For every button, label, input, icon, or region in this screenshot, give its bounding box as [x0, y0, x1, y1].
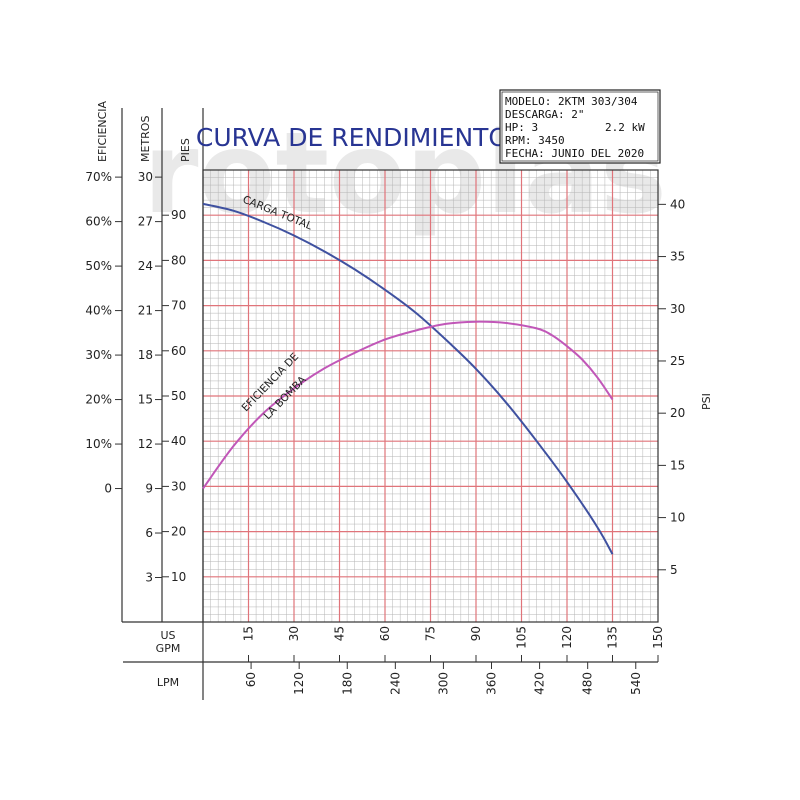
- gpm-axis-title-line1: US: [160, 629, 175, 642]
- metros-tick-label: 3: [145, 571, 153, 585]
- eficiencia-tick-label: 0: [104, 482, 112, 496]
- metros-tick-label: 30: [138, 170, 153, 184]
- gpm-tick-label: 120: [560, 626, 574, 649]
- lpm-tick-label: 540: [629, 672, 643, 695]
- info-box: [499, 89, 661, 164]
- psi-axis-title: PSI: [700, 393, 713, 410]
- eficiencia-ticks: 0 10% 20% 30% 40% 50% 60% 70%: [85, 170, 122, 496]
- metros-tick-label: 18: [138, 348, 153, 362]
- lpm-tick-label: 420: [533, 672, 547, 695]
- metros-ticks: 3 6 9 12 15 18 21 24 27 30: [138, 170, 162, 585]
- metros-tick-label: 12: [138, 437, 153, 451]
- psi-tick-label: 30: [670, 302, 685, 316]
- info-descarga: DESCARGA: 2": [505, 108, 584, 121]
- pies-ticks: 10 20 30 40 50 60 70 80 90: [162, 208, 186, 584]
- lpm-axis-title: LPM: [157, 676, 179, 689]
- metros-tick-label: 15: [138, 393, 153, 407]
- metros-tick-label: 24: [138, 259, 153, 273]
- eficiencia-tick-label: 70%: [85, 170, 112, 184]
- eficiencia-tick-label: 30%: [85, 348, 112, 362]
- gpm-tick-label: 45: [333, 626, 347, 641]
- pies-tick-label: 10: [171, 570, 186, 584]
- eficiencia-tick-label: 60%: [85, 215, 112, 229]
- gpm-tick-label: 60: [378, 626, 392, 641]
- series-line-carga-total: [202, 202, 614, 555]
- lpm-tick-label: 360: [485, 672, 499, 695]
- eficiencia-tick-label: 10%: [85, 437, 112, 451]
- major-grid: [203, 170, 658, 622]
- lpm-ticks: 60 120 180 240 300 360 420 480 540: [244, 662, 643, 695]
- gpm-ticks: 15 30 45 60 75 90 105 120 135 150: [242, 626, 665, 662]
- lpm-tick-label: 480: [581, 672, 595, 695]
- pies-tick-label: 70: [171, 299, 186, 313]
- psi-tick-label: 20: [670, 406, 685, 420]
- info-modelo: MODELO: 2KTM 303/304: [505, 95, 638, 108]
- lpm-tick-label: 240: [388, 672, 402, 695]
- gpm-tick-label: 15: [242, 626, 256, 641]
- lpm-tick-label: 60: [244, 672, 258, 687]
- psi-tick-label: 25: [670, 354, 685, 368]
- metros-tick-label: 6: [145, 526, 153, 540]
- pies-tick-label: 30: [171, 479, 186, 493]
- pies-tick-label: 20: [171, 525, 186, 539]
- pies-tick-label: 60: [171, 344, 186, 358]
- info-fecha: FECHA: JUNIO DEL 2020: [505, 147, 644, 160]
- lpm-tick-label: 300: [436, 672, 450, 695]
- psi-tick-label: 40: [670, 197, 685, 211]
- eficiencia-tick-label: 20%: [85, 393, 112, 407]
- info-hp: HP: 3: [505, 121, 538, 134]
- gpm-axis-title-line2: GPM: [156, 642, 181, 655]
- series-line-eficiencia: [202, 320, 614, 490]
- eficiencia-tick-label: 40%: [85, 304, 112, 318]
- psi-ticks: 5 10 15 20 25 30 35 40: [658, 197, 685, 577]
- pies-tick-label: 90: [171, 208, 186, 222]
- gpm-tick-label: 150: [651, 626, 665, 649]
- gpm-tick-label: 105: [515, 626, 529, 649]
- lpm-tick-label: 180: [340, 672, 354, 695]
- pies-tick-label: 50: [171, 389, 186, 403]
- metros-axis-title: METROS: [139, 116, 152, 162]
- metros-tick-label: 27: [138, 215, 153, 229]
- psi-tick-label: 5: [670, 563, 678, 577]
- pies-tick-label: 40: [171, 434, 186, 448]
- gpm-tick-label: 135: [606, 626, 620, 649]
- gpm-tick-label: 75: [424, 626, 438, 641]
- info-kw: 2.2 kW: [605, 121, 645, 134]
- psi-tick-label: 35: [670, 250, 685, 264]
- lpm-tick-label: 120: [292, 672, 306, 695]
- psi-tick-label: 10: [670, 511, 685, 525]
- metros-tick-label: 9: [145, 482, 153, 496]
- metros-tick-label: 21: [138, 304, 153, 318]
- gpm-tick-label: 30: [287, 626, 301, 641]
- chart-title: CURVA DE RENDIMIENTO: [196, 123, 508, 152]
- pies-tick-label: 80: [171, 253, 186, 267]
- psi-tick-label: 15: [670, 458, 685, 472]
- info-box-inner: [501, 91, 659, 162]
- eficiencia-axis-title: EFICIENCIA: [96, 100, 109, 162]
- info-rpm: RPM: 3450: [505, 134, 565, 147]
- eficiencia-tick-label: 50%: [85, 259, 112, 273]
- pies-axis-title: PIES: [179, 138, 192, 162]
- gpm-tick-label: 90: [469, 626, 483, 641]
